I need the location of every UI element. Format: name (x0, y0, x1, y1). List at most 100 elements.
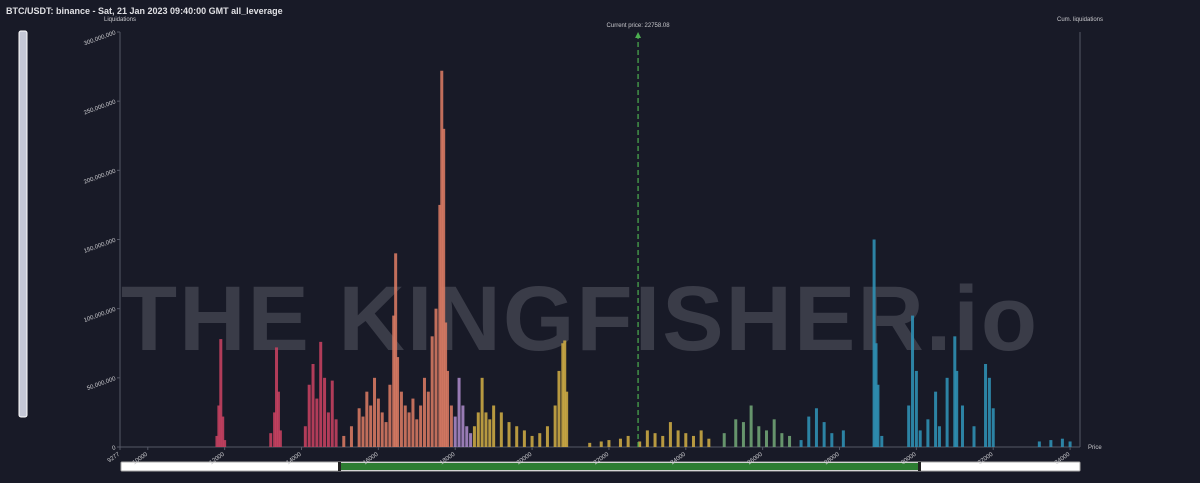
bar (307, 384, 311, 447)
bar (799, 440, 803, 447)
bar (841, 430, 845, 447)
bar (676, 430, 680, 447)
bar (415, 419, 419, 447)
bar (953, 336, 957, 447)
vertical-scrollbar[interactable] (18, 30, 28, 418)
bar (788, 435, 792, 447)
bar (444, 322, 448, 447)
bar (278, 430, 282, 447)
bar (874, 343, 878, 447)
bar (472, 426, 476, 447)
bar (349, 426, 353, 447)
bar (330, 380, 334, 447)
bar (469, 433, 473, 447)
bar (814, 408, 818, 447)
bar (275, 347, 279, 447)
watermark: THE KINGFISHER.io (121, 268, 1039, 370)
bar (607, 440, 611, 447)
bar (422, 377, 426, 447)
bar (476, 412, 480, 447)
bar (365, 391, 369, 447)
bar (488, 419, 492, 447)
bar (522, 430, 526, 447)
bar (538, 433, 542, 447)
bar (530, 435, 534, 447)
y-axis-label: Liquidations (104, 17, 136, 23)
bar (438, 204, 442, 447)
bar (588, 442, 592, 447)
bar (403, 405, 407, 447)
bar (376, 398, 380, 447)
bar (772, 419, 776, 447)
bar (757, 426, 761, 447)
range-slider-window[interactable] (340, 463, 920, 470)
bar (911, 315, 915, 447)
bar (545, 426, 549, 447)
bar (434, 308, 438, 447)
range-slider-handle[interactable] (918, 462, 921, 471)
bar (955, 370, 959, 447)
bar (303, 426, 307, 447)
bar (876, 384, 880, 447)
bar (326, 412, 330, 447)
bar (599, 441, 603, 447)
chart-title: BTC/USDT: binance - Sat, 21 Jan 2023 09:… (6, 6, 283, 16)
bar (741, 422, 745, 447)
bar (442, 128, 446, 448)
bar (269, 433, 273, 447)
bar (457, 377, 461, 447)
bar (440, 70, 444, 447)
bar (392, 315, 396, 447)
bar (618, 438, 622, 447)
bar (396, 357, 400, 447)
bar (219, 339, 223, 447)
bar (749, 405, 753, 447)
x-axis-label: Price (1088, 445, 1102, 451)
bar (507, 422, 511, 447)
range-slider-handle[interactable] (338, 462, 341, 471)
bar (342, 435, 346, 447)
bar (960, 405, 964, 447)
bar (276, 391, 280, 447)
bar (399, 391, 403, 447)
bar (1049, 440, 1053, 447)
bar (223, 440, 227, 447)
bar (626, 435, 630, 447)
bar (369, 405, 373, 447)
bar (807, 416, 811, 447)
bar (388, 384, 392, 447)
bar (492, 405, 496, 447)
bar (407, 412, 411, 447)
bar (918, 430, 922, 447)
bar (273, 412, 277, 447)
bar (645, 430, 649, 447)
bar (315, 398, 319, 447)
bar (937, 426, 941, 447)
bar (323, 377, 327, 447)
bar (215, 435, 219, 447)
bar (822, 422, 826, 447)
bar (1068, 441, 1072, 447)
bar (707, 438, 711, 447)
bar (734, 419, 738, 447)
bar (217, 405, 221, 447)
current-price-arrow (635, 32, 642, 38)
bar (684, 433, 688, 447)
bar (638, 441, 642, 447)
bar (461, 405, 465, 447)
bar (319, 341, 323, 447)
bar (426, 391, 430, 447)
bar (394, 253, 398, 447)
bar (449, 405, 453, 447)
bar (553, 405, 557, 447)
bar (334, 419, 338, 447)
bar (465, 426, 469, 447)
current-price-label: Current price: 22758.08 (607, 23, 671, 29)
bar (934, 391, 938, 447)
bar (780, 433, 784, 447)
bar (699, 430, 703, 447)
bar (872, 239, 876, 447)
bar (411, 398, 415, 447)
